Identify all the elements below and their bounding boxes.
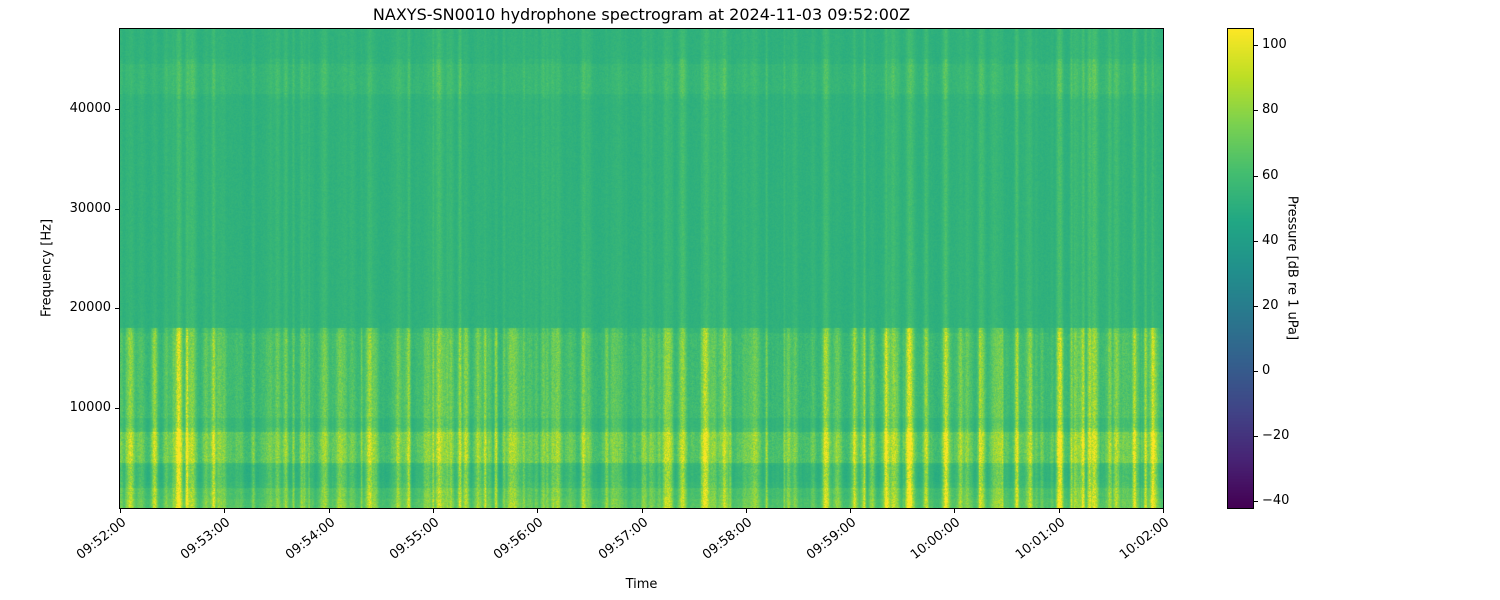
colorbar-tick-label: 100 — [1262, 37, 1287, 52]
y-tick-label: 10000 — [69, 400, 111, 415]
x-tick-mark — [746, 509, 747, 513]
x-axis-label: Time — [625, 577, 658, 592]
colorbar-tick-mark — [1254, 176, 1258, 177]
colorbar-tick-mark — [1254, 45, 1258, 46]
colorbar-tick-label: 60 — [1262, 168, 1279, 183]
colorbar-tick-mark — [1254, 306, 1258, 307]
x-tick-mark — [120, 509, 121, 513]
y-tick-label: 20000 — [69, 300, 111, 315]
x-tick-mark — [433, 509, 434, 513]
colorbar-tick-mark — [1254, 501, 1258, 502]
chart-title: NAXYS-SN0010 hydrophone spectrogram at 2… — [372, 5, 911, 24]
colorbar-tick-mark — [1254, 436, 1258, 437]
colorbar-tick-label: 20 — [1262, 298, 1279, 313]
y-tick-label: 30000 — [69, 201, 111, 216]
colorbar-tick-mark — [1254, 241, 1258, 242]
x-tick-mark — [537, 509, 538, 513]
x-tick-label: 09:52:00 — [73, 515, 130, 563]
spectrogram-image — [119, 28, 1164, 509]
colorbar-tick-label: 40 — [1262, 233, 1279, 248]
y-tick-mark — [115, 209, 119, 210]
y-tick-mark — [115, 408, 119, 409]
x-tick-mark — [224, 509, 225, 513]
x-tick-mark — [1163, 509, 1164, 513]
y-tick-mark — [115, 308, 119, 309]
colorbar-tick-label: −40 — [1262, 493, 1290, 508]
y-tick-mark — [115, 109, 119, 110]
x-tick-mark — [850, 509, 851, 513]
colorbar — [1227, 28, 1254, 509]
x-tick-mark — [954, 509, 955, 513]
x-tick-mark — [642, 509, 643, 513]
colorbar-tick-label: −20 — [1262, 428, 1290, 443]
colorbar-tick-label: 0 — [1262, 363, 1271, 378]
x-tick-mark — [1059, 509, 1060, 513]
colorbar-label: Pressure [dB re 1 uPa] — [1284, 195, 1300, 341]
colorbar-tick-mark — [1254, 110, 1258, 111]
colorbar-tick-label: 80 — [1262, 102, 1279, 117]
y-tick-label: 40000 — [69, 101, 111, 116]
colorbar-tick-mark — [1254, 371, 1258, 372]
x-tick-mark — [329, 509, 330, 513]
